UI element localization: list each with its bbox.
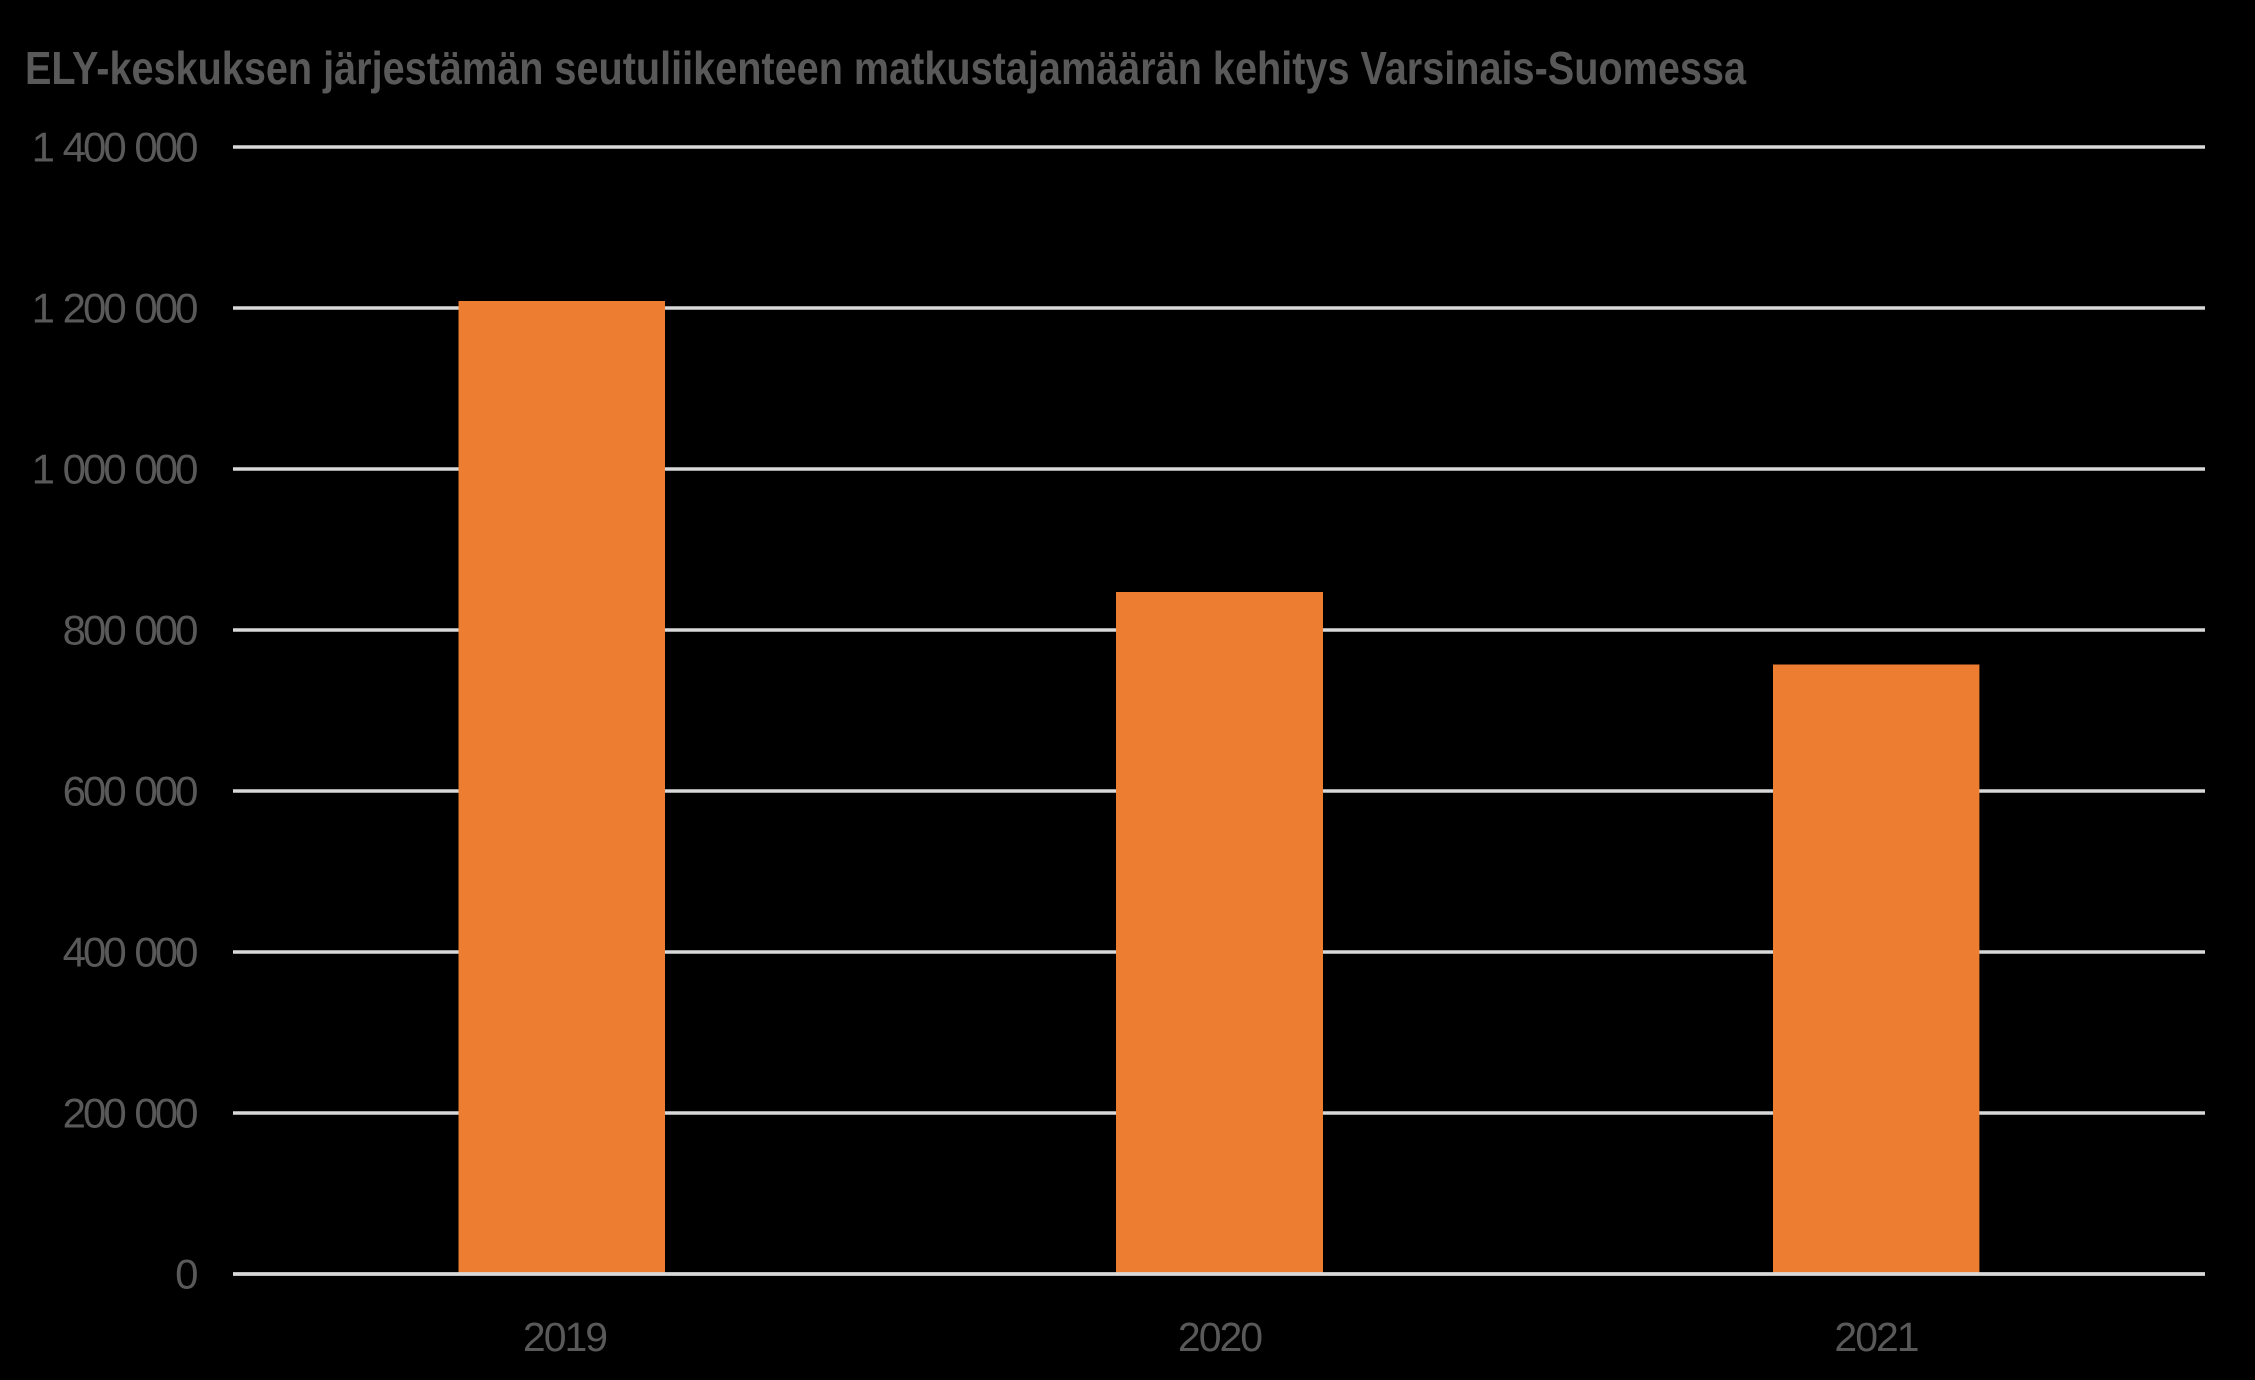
svg-text:0: 0	[175, 1250, 197, 1297]
svg-text:600 000: 600 000	[63, 767, 197, 814]
svg-text:200 000: 200 000	[63, 1089, 197, 1136]
svg-text:2019: 2019	[523, 1314, 606, 1360]
svg-text:1 200 000: 1 200 000	[32, 284, 197, 331]
svg-text:2021: 2021	[1834, 1314, 1917, 1360]
svg-text:2020: 2020	[1178, 1314, 1262, 1360]
svg-text:ELY-keskuksen järjestämän seut: ELY-keskuksen järjestämän seutuliikentee…	[25, 42, 1746, 94]
svg-text:1 400 000: 1 400 000	[32, 123, 197, 170]
svg-text:400 000: 400 000	[63, 928, 197, 975]
svg-text:800 000: 800 000	[63, 606, 197, 653]
svg-text:1 000 000: 1 000 000	[32, 445, 197, 492]
